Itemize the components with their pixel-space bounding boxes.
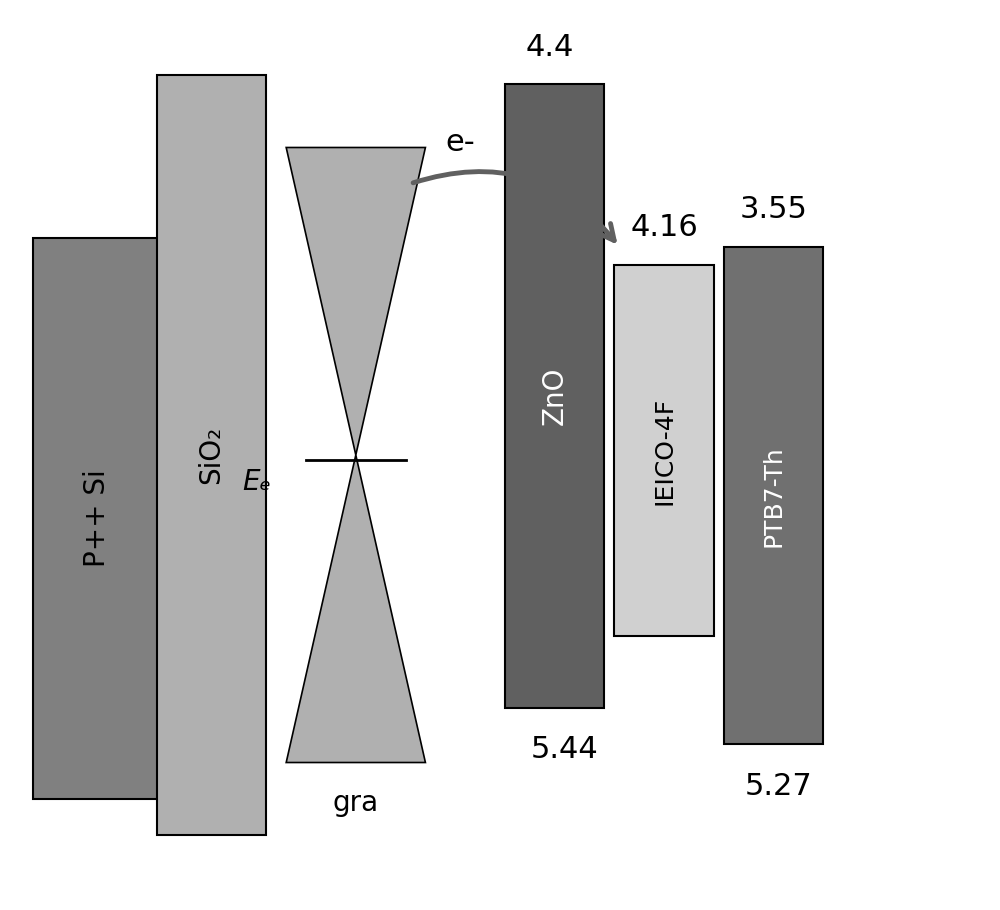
Text: ZnO: ZnO bbox=[541, 367, 569, 425]
FancyArrowPatch shape bbox=[413, 172, 614, 240]
Text: gra: gra bbox=[333, 789, 379, 817]
FancyBboxPatch shape bbox=[33, 238, 162, 799]
Text: SiO₂: SiO₂ bbox=[198, 426, 226, 484]
Text: Eₑ: Eₑ bbox=[242, 468, 271, 496]
Text: PTB7-Th: PTB7-Th bbox=[761, 445, 785, 547]
Text: 4.16: 4.16 bbox=[630, 214, 698, 242]
Text: 5.27: 5.27 bbox=[745, 772, 812, 801]
Text: 5.44: 5.44 bbox=[531, 735, 599, 764]
FancyBboxPatch shape bbox=[724, 247, 823, 744]
Text: IEICO-4F: IEICO-4F bbox=[652, 397, 676, 505]
Text: P++ Si: P++ Si bbox=[83, 470, 111, 567]
Polygon shape bbox=[286, 147, 425, 455]
FancyBboxPatch shape bbox=[157, 76, 266, 834]
Text: 4.4: 4.4 bbox=[526, 33, 574, 62]
Polygon shape bbox=[286, 455, 425, 763]
Text: 3.55: 3.55 bbox=[740, 196, 807, 225]
FancyBboxPatch shape bbox=[505, 85, 604, 708]
Text: e-: e- bbox=[445, 128, 475, 157]
FancyBboxPatch shape bbox=[614, 265, 714, 636]
